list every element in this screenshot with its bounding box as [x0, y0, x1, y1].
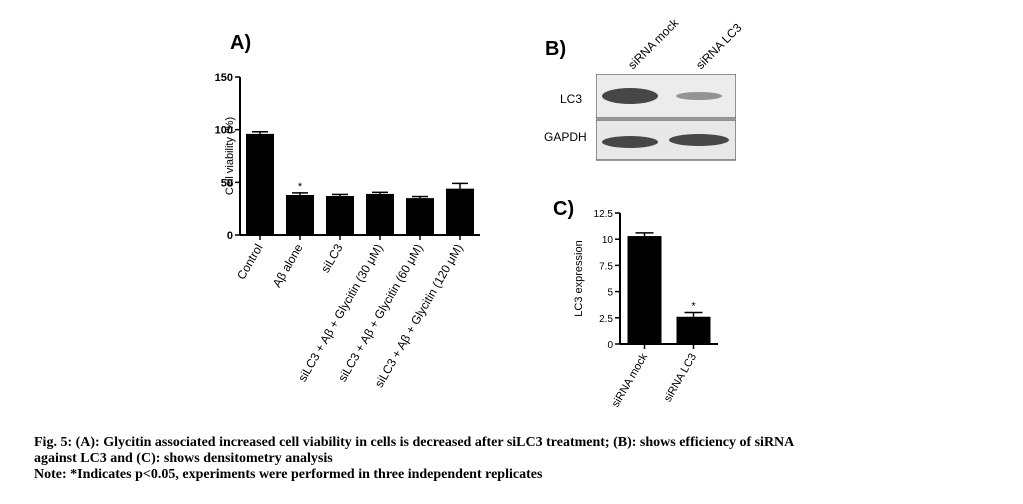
chart-a-cell-viability: 0 50 100 150 Cell viability (%) Control * Aβ al… — [215, 72, 480, 390]
bar — [366, 193, 394, 235]
y-tick-label: 12.5 — [594, 209, 614, 220]
blot-band-label-gapdh: GAPDH — [544, 130, 587, 144]
blot-band-lc3-silc3 — [676, 92, 722, 100]
y-tick-label: 7.5 — [599, 261, 613, 272]
caption-line-1: Fig. 5: (A): Glycitin associated increas… — [34, 435, 795, 450]
caption-line-3: Note: *Indicates p<0.05, experiments wer… — [34, 467, 543, 482]
caption-line-2: against LC3 and (C): shows densitometry … — [34, 451, 333, 466]
x-category-label: siRNA mock — [610, 351, 651, 409]
x-category-label: siLC3 — [318, 241, 346, 275]
y-tick-label: 150 — [215, 72, 233, 84]
blot-image — [596, 74, 736, 161]
x-category-label: siRNA LC3 — [662, 352, 699, 405]
y-tick-label: 0 — [607, 340, 613, 351]
x-category-label: Aβ alone — [270, 241, 306, 290]
chart-c-lc3-expression: 0 2.5 5 7.5 10 12.5 LC3 expression siRNA mock * s… — [573, 209, 718, 409]
y-tick-label: 2.5 — [599, 314, 613, 325]
blot-band-lc3-mock — [602, 88, 658, 104]
y-tick-label: 50 — [221, 177, 233, 189]
x-category-label: Control — [234, 242, 265, 283]
significance-marker: * — [691, 301, 696, 313]
figure-caption: Fig. 5: (A): Glycitin associated increas… — [34, 435, 994, 483]
bar — [446, 188, 474, 235]
bar — [676, 316, 711, 344]
blot-band-gapdh-mock — [602, 136, 658, 148]
bar — [406, 198, 434, 235]
blot-band-gapdh-silc3 — [669, 134, 729, 146]
panel-b-label: B) — [545, 38, 567, 60]
panel-a-label: A) — [230, 32, 252, 54]
y-axis-label: LC3 expression — [573, 240, 585, 316]
bar — [286, 194, 314, 235]
y-tick-label: 5 — [607, 288, 613, 299]
blot-band-label-lc3: LC3 — [560, 92, 583, 106]
y-axis-label: Cell viability (%) — [224, 117, 236, 195]
bar — [326, 196, 354, 235]
western-blot: siRNA mock siRNA LC3 LC3 GAPDH — [540, 10, 760, 161]
blot-lane-label-mock: siRNA mock — [625, 15, 682, 72]
blot-lane-label-lc3: siRNA LC3 — [693, 20, 745, 72]
y-tick-label: 0 — [227, 230, 233, 242]
y-tick-label: 10 — [602, 235, 614, 246]
significance-marker: * — [298, 181, 303, 193]
y-tick-label: 100 — [215, 125, 233, 137]
bar — [246, 133, 274, 235]
panel-c-label: C) — [553, 198, 575, 220]
bar — [627, 236, 662, 344]
